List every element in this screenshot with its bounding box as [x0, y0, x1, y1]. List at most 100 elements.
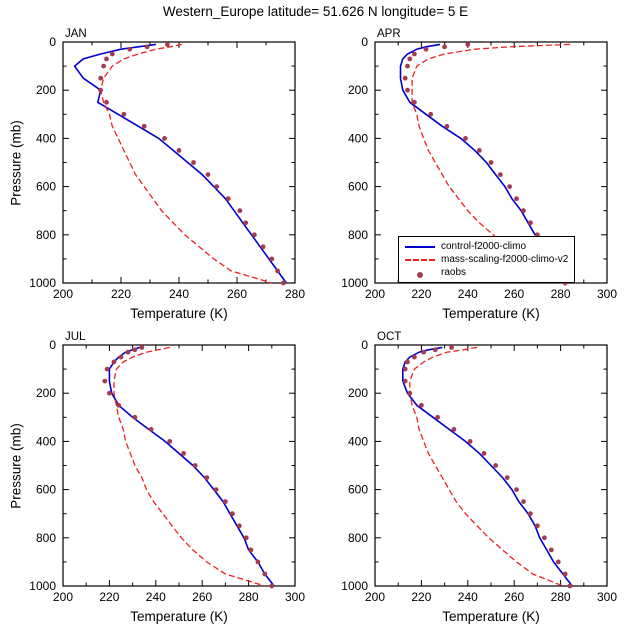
mass-scaling-f2000-climo-v2-line	[409, 346, 564, 587]
raobs-dot	[104, 99, 109, 105]
y-axis-title-top-row: Pressure (mb)	[8, 120, 24, 206]
raobs-dot	[405, 63, 410, 69]
raobs-dot	[243, 220, 249, 226]
raobs-dot	[118, 354, 124, 360]
x-axis-title-jul: Temperature (K)	[130, 609, 228, 624]
raobs-dot	[423, 46, 429, 52]
svg-text:1000: 1000	[341, 276, 368, 290]
raobs-dot	[402, 75, 408, 81]
solid-line-sample-icon	[405, 245, 435, 248]
raobs-dot	[237, 208, 243, 214]
svg-text:240: 240	[458, 287, 478, 301]
raobs-dot	[497, 172, 503, 178]
svg-text:240: 240	[169, 287, 189, 301]
raobs-dot	[116, 402, 122, 408]
x-axis-title-oct: Temperature (K)	[442, 609, 540, 624]
raobs-dot	[514, 487, 519, 492]
raobs-dot	[191, 160, 196, 165]
svg-text:0: 0	[49, 338, 56, 352]
raobs-dot	[521, 208, 526, 214]
legend-label: raobs	[441, 267, 467, 278]
raobs-dot	[405, 87, 410, 93]
svg-text:280: 280	[551, 287, 571, 301]
raobs-dot	[555, 559, 561, 565]
raobs-dot	[407, 390, 413, 396]
raobs-dot	[451, 427, 457, 432]
svg-text:300: 300	[597, 287, 617, 301]
raobs-dot	[465, 42, 471, 47]
svg-text:260: 260	[504, 590, 524, 604]
raobs-dot	[567, 583, 573, 589]
raobs-dot	[139, 345, 145, 350]
raobs-dot	[548, 547, 554, 553]
raobs-dot	[528, 511, 533, 517]
raobs-dot	[98, 87, 104, 93]
raobs-dot	[442, 44, 447, 50]
svg-text:200: 200	[36, 83, 56, 97]
raobs-dot	[181, 451, 187, 456]
svg-text:800: 800	[36, 531, 56, 545]
legend-item-raobs: raobs	[405, 266, 568, 279]
raobs-dot	[223, 499, 228, 504]
raobs-dot	[412, 51, 417, 57]
raobs-dot	[141, 123, 147, 129]
raobs-dot	[281, 280, 286, 286]
raobs-dot	[167, 439, 173, 444]
legend-label: mass-scaling-f2000-climo-v2	[441, 254, 569, 265]
panel-jan: 200 220 240 260 280 0 200 400 600 800 1000	[29, 35, 305, 301]
raobs-dot	[493, 463, 498, 468]
svg-text:220: 220	[411, 287, 431, 301]
legend-item-control: control-f2000-climo	[405, 240, 568, 253]
svg-text:280: 280	[551, 590, 571, 604]
raobs-dot	[412, 99, 417, 105]
raobs-dot	[121, 111, 127, 117]
svg-text:280: 280	[285, 287, 305, 301]
raobs-dot	[144, 44, 150, 50]
raobs-dot	[109, 51, 115, 57]
dashed-line-sample-icon	[405, 258, 435, 261]
raobs-dot	[542, 535, 547, 541]
mass-scaling-f2000-climo-v2-line	[113, 346, 265, 587]
raobs-dot	[412, 354, 417, 360]
raobs-dot	[402, 366, 408, 372]
raobs-dot	[262, 571, 268, 577]
svg-text:600: 600	[348, 180, 368, 194]
raobs-dot	[428, 111, 434, 117]
raobs-dot	[165, 42, 170, 47]
raobs-dot	[419, 402, 424, 408]
svg-text:600: 600	[348, 483, 368, 497]
svg-text:1000: 1000	[29, 579, 56, 593]
y-axis-title-bottom-row: Pressure (mb)	[8, 423, 24, 509]
raobs-dot	[192, 463, 198, 468]
svg-text:0: 0	[361, 35, 368, 49]
panel-oct: 200 220 240 260 280 300 0 200 400 600 800 1000	[341, 338, 617, 604]
raobs-dot	[148, 427, 154, 432]
panel-jul: 200 220 240 260 280 300 0 200 400 600 800 1000	[29, 338, 305, 604]
raobs-dot	[132, 347, 138, 353]
raobs-dot	[562, 571, 568, 577]
raobs-dot	[467, 439, 473, 444]
raobs-dot	[535, 523, 540, 529]
svg-text:240: 240	[146, 590, 166, 604]
control-f2000-climo-line	[73, 43, 287, 284]
raobs-dot	[444, 123, 450, 129]
svg-text:200: 200	[36, 386, 56, 400]
svg-text:400: 400	[348, 434, 368, 448]
raobs-dot	[98, 75, 104, 81]
svg-text:200: 200	[348, 386, 368, 400]
svg-text:260: 260	[192, 590, 212, 604]
raobs-dot	[127, 46, 133, 52]
svg-text:0: 0	[361, 338, 368, 352]
svg-text:220: 220	[411, 590, 431, 604]
raobs-dot	[252, 232, 257, 238]
control-f2000-climo-line	[401, 346, 573, 587]
raobs-dot	[107, 390, 112, 396]
raobs-dot	[176, 148, 182, 153]
raobs-dot	[225, 196, 231, 202]
svg-text:200: 200	[348, 83, 368, 97]
raobs-dot	[481, 451, 487, 456]
svg-text:1000: 1000	[341, 579, 368, 593]
raobs-dot	[449, 345, 454, 350]
raobs-dot	[101, 63, 106, 69]
svg-text:400: 400	[348, 131, 368, 145]
